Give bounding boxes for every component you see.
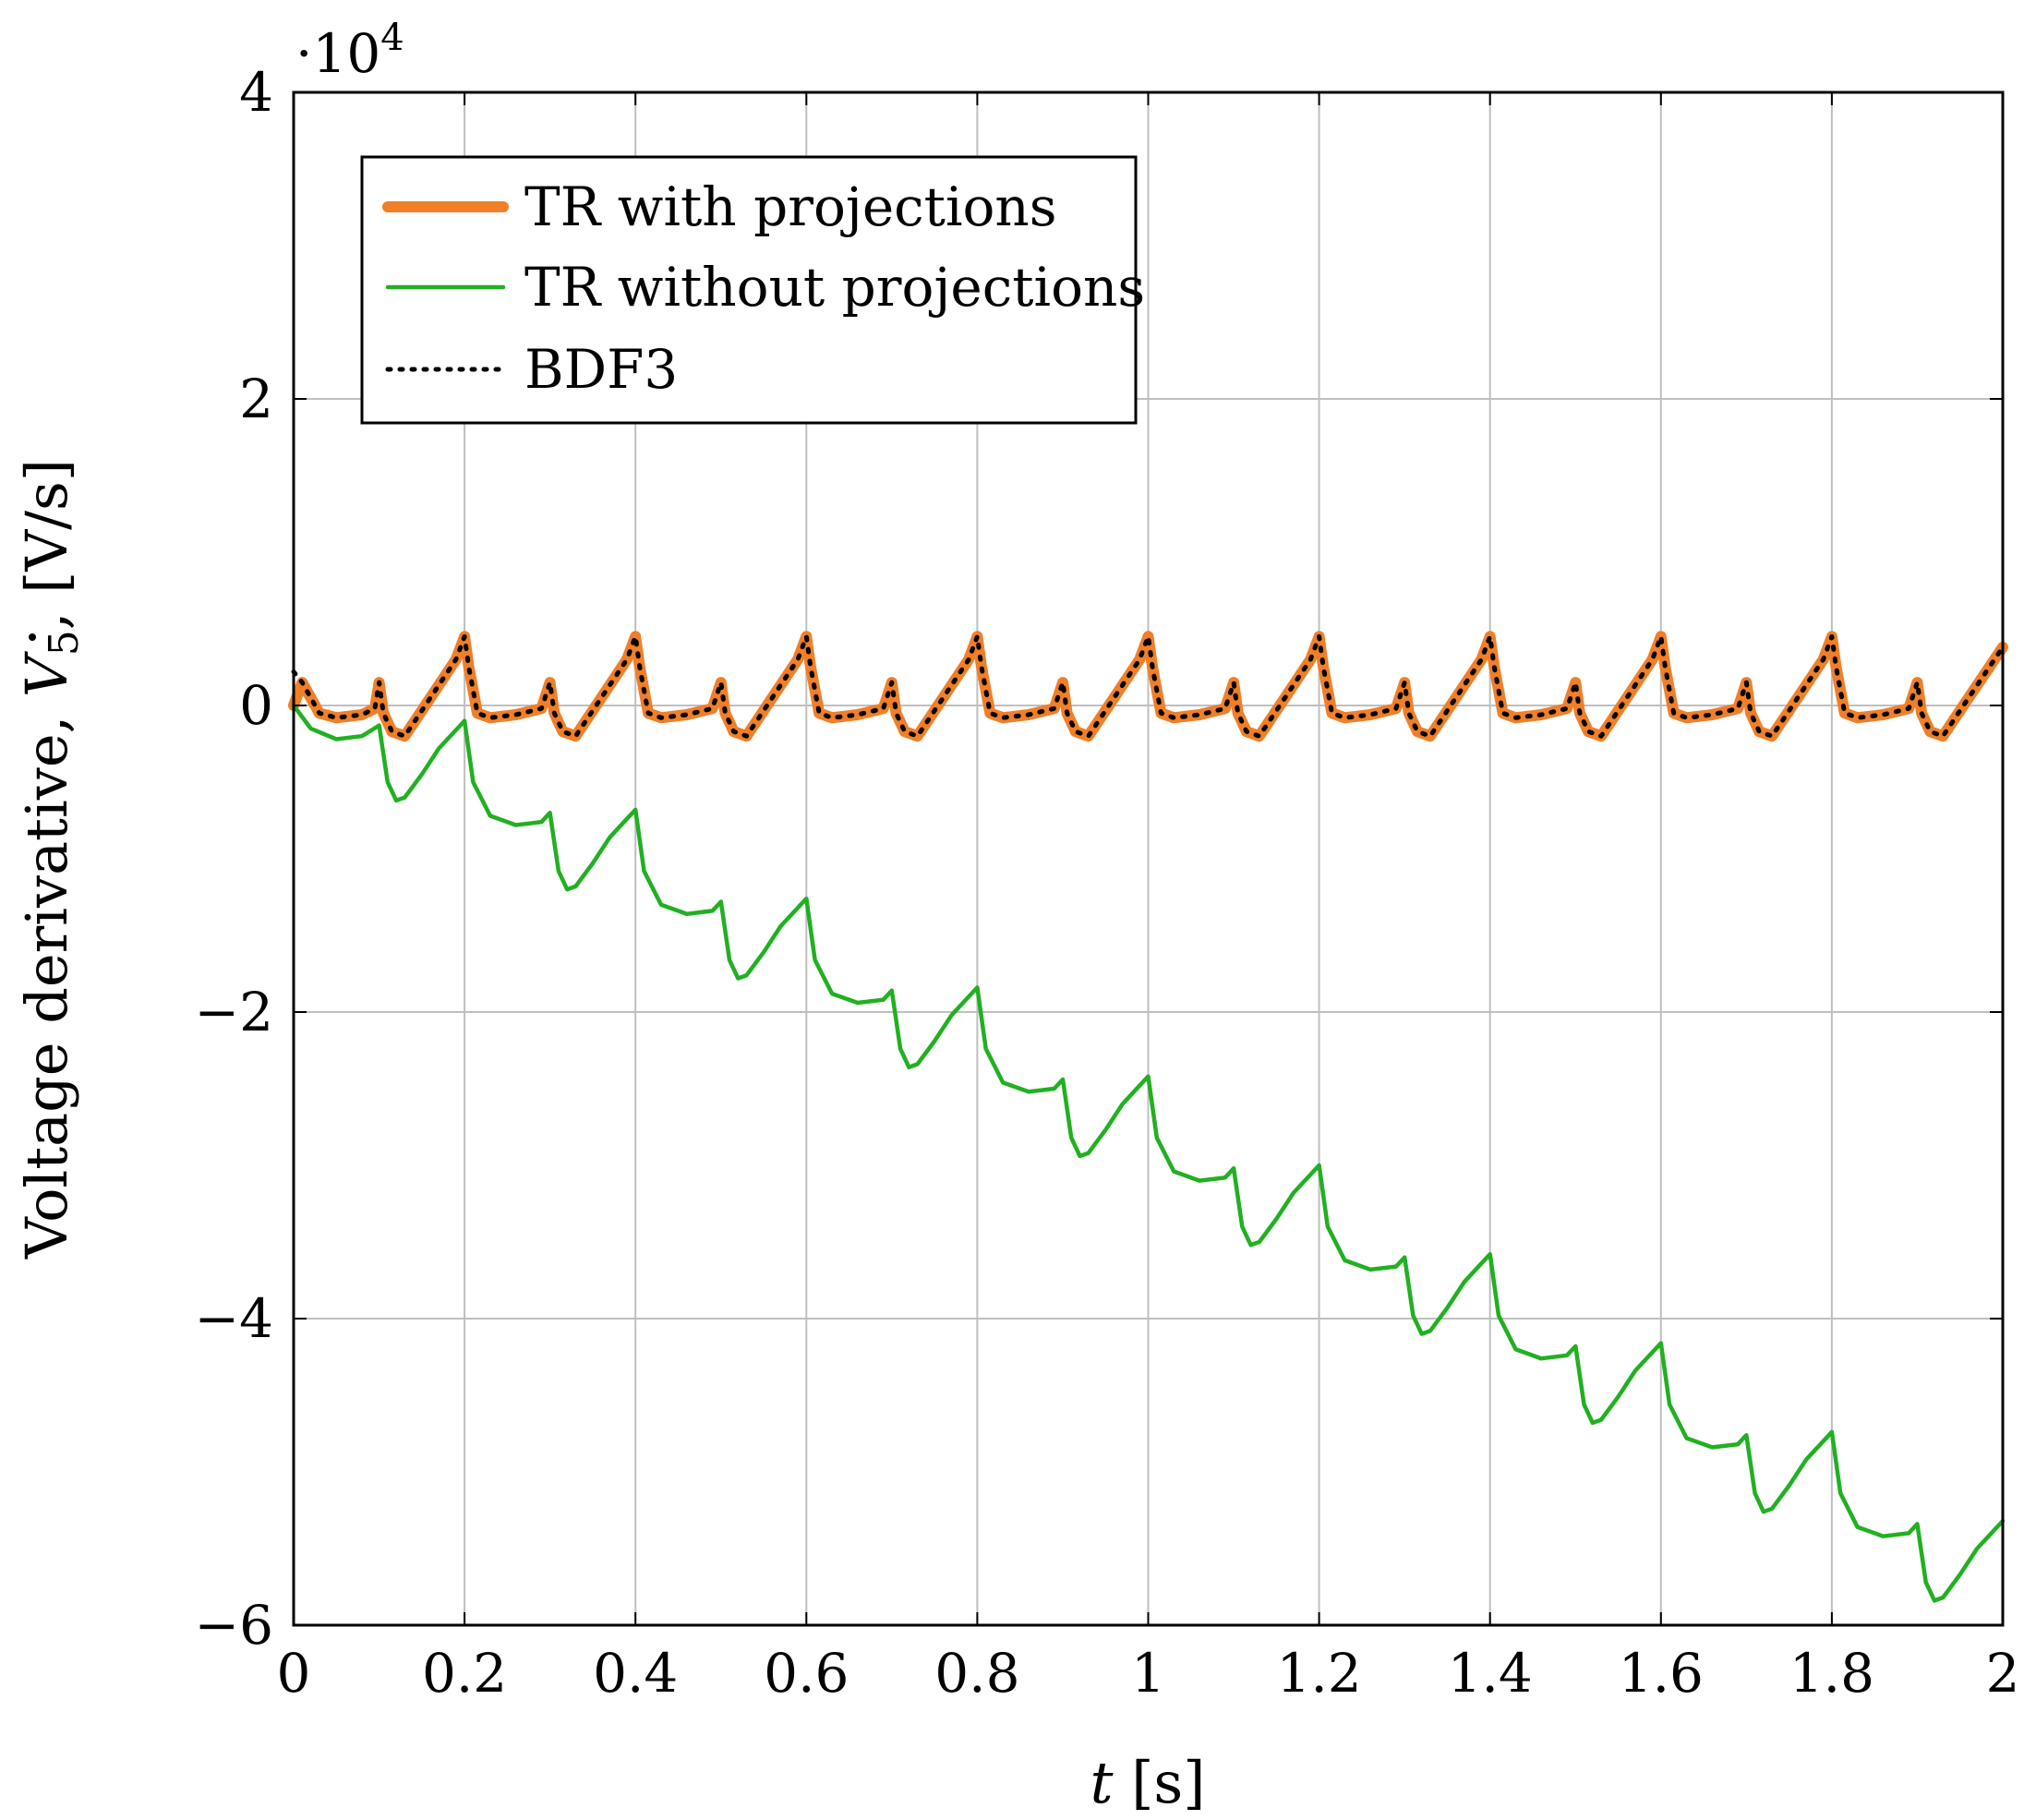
x-axis-label: t [s] xyxy=(1090,1749,1206,1816)
x-tick-label: 0.4 xyxy=(593,1642,678,1705)
legend-label-tr-with-projections: TR with projections xyxy=(524,175,1057,238)
axis-ticks: 0 0.2 0.4 0.6 0.8 1 1.2 1.4 1.6 1.8 2 4 2 0 −2 −4 −6 xyxy=(195,61,2020,1705)
x-tick-label: 1.6 xyxy=(1619,1642,1704,1705)
y-tick-label: 2 xyxy=(239,368,273,430)
x-tick-label: 1.2 xyxy=(1276,1642,1361,1705)
x-tick-label: 1.4 xyxy=(1448,1642,1533,1705)
series-line-bdf3 xyxy=(291,633,2006,739)
x-tick-label: 0 xyxy=(277,1642,311,1705)
x-tick-label: 2 xyxy=(1986,1642,2020,1705)
legend-label-bdf3: BDF3 xyxy=(524,338,678,401)
x-tick-label: 0.6 xyxy=(764,1642,849,1705)
y-tick-label: −2 xyxy=(195,981,274,1043)
y-tick-label: 4 xyxy=(239,61,273,124)
y-axis-label-overdot xyxy=(29,633,36,641)
x-tick-label: 1.8 xyxy=(1789,1642,1874,1705)
x-tick-label: 0.8 xyxy=(934,1642,1019,1705)
series-layer xyxy=(288,631,2008,1603)
y-tick-label: −6 xyxy=(195,1594,274,1657)
series-line-tr-without-projections xyxy=(291,703,2006,1603)
y-scale-label: ·104 xyxy=(295,17,404,85)
y-tick-label: 0 xyxy=(239,674,273,737)
legend: TR with projections TR without projectio… xyxy=(360,155,1145,425)
y-tick-label: −4 xyxy=(195,1287,274,1350)
x-tick-label: 0.2 xyxy=(422,1642,507,1705)
y-axis-label: Voltage derivative, V5, [V/s] xyxy=(13,459,88,1260)
x-tick-label: 1 xyxy=(1131,1642,1165,1705)
legend-label-tr-without-projections: TR without projections xyxy=(524,256,1145,319)
